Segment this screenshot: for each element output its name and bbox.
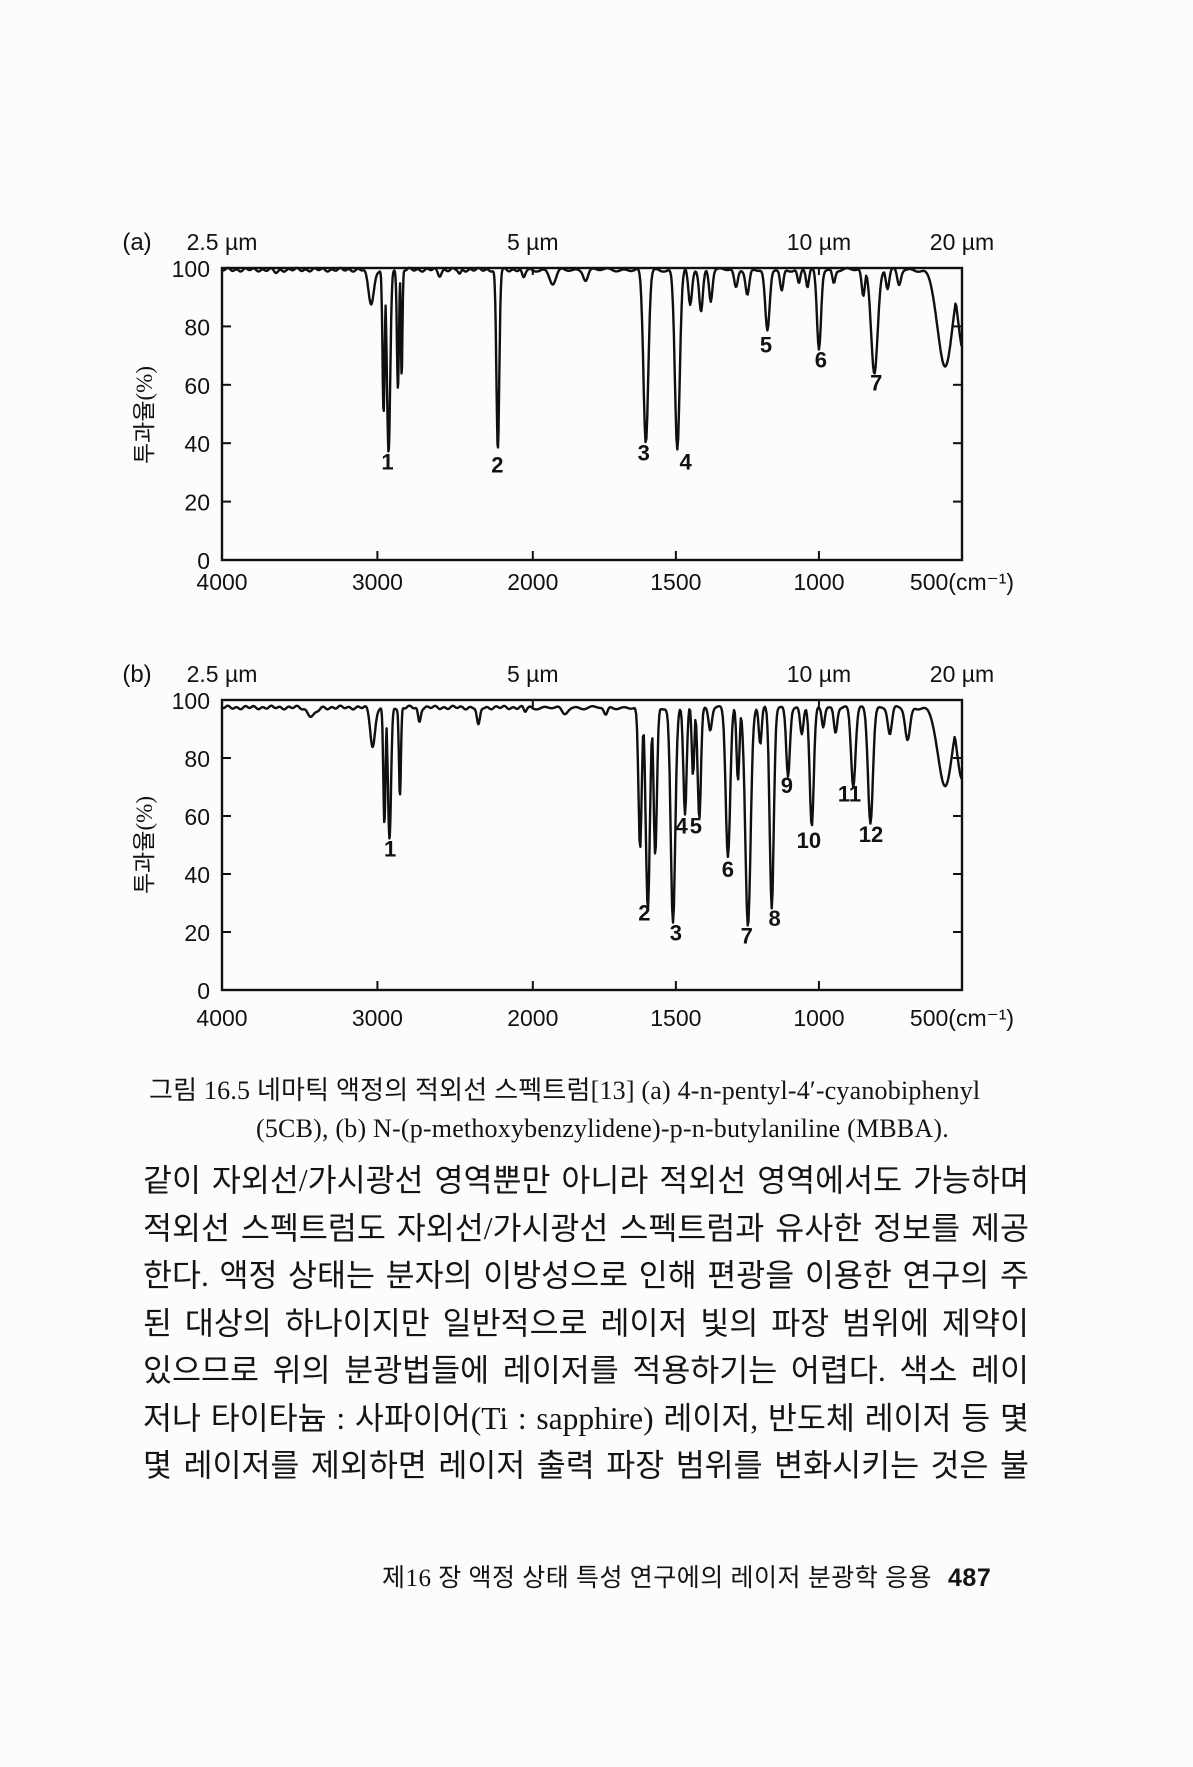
peak-number-label: 5 xyxy=(690,813,702,838)
peak-number-label: 2 xyxy=(638,900,650,925)
peak-number-label: 4 xyxy=(679,450,692,475)
wavelength-label: 2.5 µm xyxy=(187,661,258,687)
y-tick-label: 60 xyxy=(184,373,210,399)
body-line-3: 한다. 액정 상태는 분자의 이방성으로 인해 편광을 이용한 연구의 주 xyxy=(143,1258,1029,1293)
peak-number-label: 1 xyxy=(384,837,396,862)
transmittance-curve xyxy=(220,266,963,453)
y-axis-title: 투과율(%) xyxy=(132,796,157,894)
wavelength-label: 10 µm xyxy=(787,229,851,255)
body-line-2: 적외선 스펙트럼도 자외선/가시광선 스펙트럼과 유사한 정보를 제공 xyxy=(143,1210,1029,1246)
y-tick-label: 100 xyxy=(172,688,210,714)
body-line-1: 같이 자외선/가시광선 영역뿐만 아니라 적외선 영역에서도 가능하며 xyxy=(143,1163,1029,1198)
peak-number-label: 10 xyxy=(797,828,821,853)
body-line-6: 저나 타이타늄 : 사파이어(Ti : sapphire) 레이저, 반도체 레… xyxy=(143,1400,1029,1436)
plot-frame xyxy=(220,266,964,562)
peak-number-label: 8 xyxy=(768,906,780,931)
x-tick-label: 500(cm⁻¹) xyxy=(910,1005,1014,1031)
panel-label: (b) xyxy=(122,661,151,688)
y-axis-title: 투과율(%) xyxy=(132,366,157,464)
x-tick-label: 500(cm⁻¹) xyxy=(910,569,1014,595)
figure-caption: 그림 16.5 네마틱 액정의 적외선 스펙트럼[13] (a) 4-n-pen… xyxy=(149,1072,1029,1148)
y-tick-label: 40 xyxy=(184,431,210,457)
peak-number-label: 7 xyxy=(870,371,882,396)
x-tick-label: 1500 xyxy=(650,1005,701,1031)
y-tick-label: 20 xyxy=(184,920,210,946)
x-tick-label: 2000 xyxy=(507,1005,558,1031)
peak-number-label: 6 xyxy=(722,857,734,882)
peak-number-label: 3 xyxy=(638,441,650,466)
wavelength-label: 20 µm xyxy=(930,229,994,255)
peak-number-label: 3 xyxy=(670,921,682,946)
peak-number-label: 4 xyxy=(675,813,688,838)
x-tick-label: 4000 xyxy=(196,569,247,595)
wavelength-label: 10 µm xyxy=(787,661,851,687)
peak-number-label: 9 xyxy=(781,773,793,798)
body-line-5: 있으므로 위의 분광법들에 레이저를 적용하기는 어렵다. 색소 레이 xyxy=(143,1353,1029,1388)
peak-number-label: 5 xyxy=(760,333,772,358)
peak-number-label: 11 xyxy=(838,782,861,807)
y-tick-label: 100 xyxy=(172,256,210,282)
wavelength-label: 5 µm xyxy=(507,229,559,255)
y-tick-label: 40 xyxy=(184,862,210,888)
peak-number-label: 12 xyxy=(859,822,883,847)
figure-caption-line2: (5CB), (b) N-(p-methoxybenzylidene)-p-n-… xyxy=(256,1114,949,1143)
x-tick-label: 3000 xyxy=(352,569,403,595)
transmittance-curve xyxy=(220,704,963,927)
y-tick-label: 80 xyxy=(184,746,210,772)
peak-number-label: 2 xyxy=(491,452,503,477)
y-tick-label: 20 xyxy=(184,490,210,516)
x-tick-label: 2000 xyxy=(507,569,558,595)
y-tick-label: 60 xyxy=(184,804,210,830)
peak-number-label: 6 xyxy=(815,347,827,372)
wavelength-label: 20 µm xyxy=(930,661,994,687)
x-tick-label: 1000 xyxy=(793,569,844,595)
plot-frame xyxy=(220,698,964,992)
footer-page-number: 487 xyxy=(948,1564,992,1592)
peak-number-label: 7 xyxy=(741,924,753,949)
x-tick-label: 1500 xyxy=(650,569,701,595)
x-tick-label: 1000 xyxy=(793,1005,844,1031)
y-tick-label: 0 xyxy=(197,978,210,1004)
body-paragraph: 같이 자외선/가시광선 영역뿐만 아니라 적외선 영역에서도 가능하며 적외선 … xyxy=(143,1157,1029,1490)
figure-caption-line1: 그림 16.5 네마틱 액정의 적외선 스펙트럼[13] (a) 4-n-pen… xyxy=(149,1076,981,1105)
peak-number-label: 1 xyxy=(381,450,393,475)
page-footer: 제16 장 액정 상태 특성 연구에의 레이저 분광학 응용 487 xyxy=(382,1558,991,1594)
body-line-7: 몇 레이저를 제외하면 레이저 출력 파장 범위를 변화시키는 것은 불 xyxy=(143,1448,1029,1483)
wavelength-label: 2.5 µm xyxy=(187,229,258,255)
footer-chapter-title: 제16 장 액정 상태 특성 연구에의 레이저 분광학 응용 xyxy=(382,1565,933,1592)
y-tick-label: 0 xyxy=(197,548,210,574)
y-tick-label: 80 xyxy=(184,314,210,340)
body-line-4: 된 대상의 하나이지만 일반적으로 레이저 빛의 파장 범위에 제약이 xyxy=(143,1305,1029,1341)
x-tick-label: 3000 xyxy=(352,1005,403,1031)
panel-label: (a) xyxy=(122,229,151,256)
wavelength-label: 5 µm xyxy=(507,661,559,687)
x-tick-label: 4000 xyxy=(196,1005,247,1031)
